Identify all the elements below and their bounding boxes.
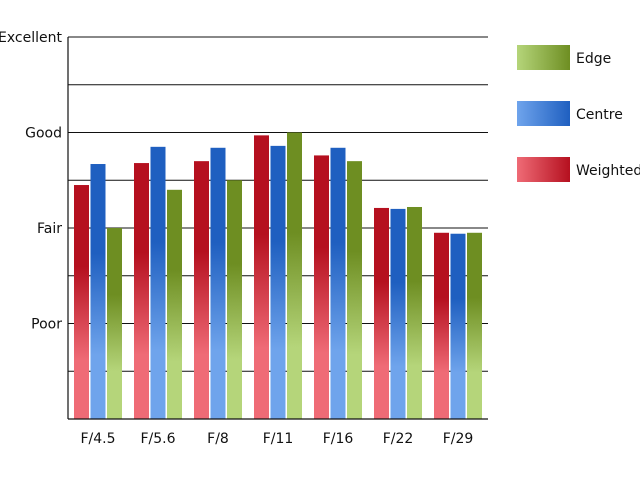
- x-tick-label: F/11: [263, 431, 294, 447]
- bar-weighted-f-22: [374, 207, 389, 419]
- bar-edge-f-29: [467, 232, 482, 419]
- legend-label-edge: Edge: [576, 51, 611, 67]
- x-tick-label: F/4.5: [80, 431, 115, 447]
- bar-edge-f-16: [347, 161, 362, 419]
- bar-weighted-f-5-6: [134, 163, 149, 419]
- legend-swatch-weighted: [517, 157, 570, 182]
- y-tick-label: Fair: [37, 221, 62, 237]
- bar-centre-f-4-5: [90, 164, 106, 419]
- bar-centre-f-8: [210, 147, 226, 419]
- bar-centre-f-11: [270, 145, 286, 419]
- bar-weighted-f-4-5: [74, 185, 89, 419]
- legend: Edge Centre Weighted: [517, 45, 640, 182]
- bar-centre-f-16: [330, 147, 346, 419]
- bar-centre-f-22: [390, 208, 406, 419]
- legend-label-weighted: Weighted: [576, 163, 640, 179]
- bar-edge-f-8: [227, 180, 242, 419]
- bar-centre-f-29: [450, 233, 466, 419]
- y-tick-label: Excellent: [0, 30, 63, 46]
- x-tick-label: F/8: [207, 431, 229, 447]
- y-tick-label: Poor: [31, 317, 62, 333]
- x-tick-label: F/16: [323, 431, 354, 447]
- legend-label-centre: Centre: [576, 107, 623, 123]
- bars: [74, 132, 482, 420]
- bar-edge-f-11: [287, 132, 302, 419]
- bar-edge-f-22: [407, 206, 422, 419]
- bar-centre-f-5-6: [150, 146, 166, 419]
- bar-weighted-f-11: [254, 135, 269, 420]
- bar-weighted-f-8: [194, 161, 209, 419]
- bar-weighted-f-29: [434, 232, 449, 419]
- bar-edge-f-5-6: [167, 189, 182, 419]
- x-tick-label: F/5.6: [140, 431, 175, 447]
- bar-edge-f-4-5: [107, 228, 122, 419]
- x-tick-label: F/29: [443, 431, 474, 447]
- y-tick-label: Good: [25, 126, 62, 142]
- axes: Poor Fair Good Excellent F/4.5 F/5.6 F/8 F/11 F/…: [0, 30, 488, 447]
- bar-weighted-f-16: [314, 155, 329, 420]
- legend-swatch-centre: [517, 101, 570, 126]
- legend-swatch-edge: [517, 45, 570, 70]
- x-tick-label: F/22: [383, 431, 414, 447]
